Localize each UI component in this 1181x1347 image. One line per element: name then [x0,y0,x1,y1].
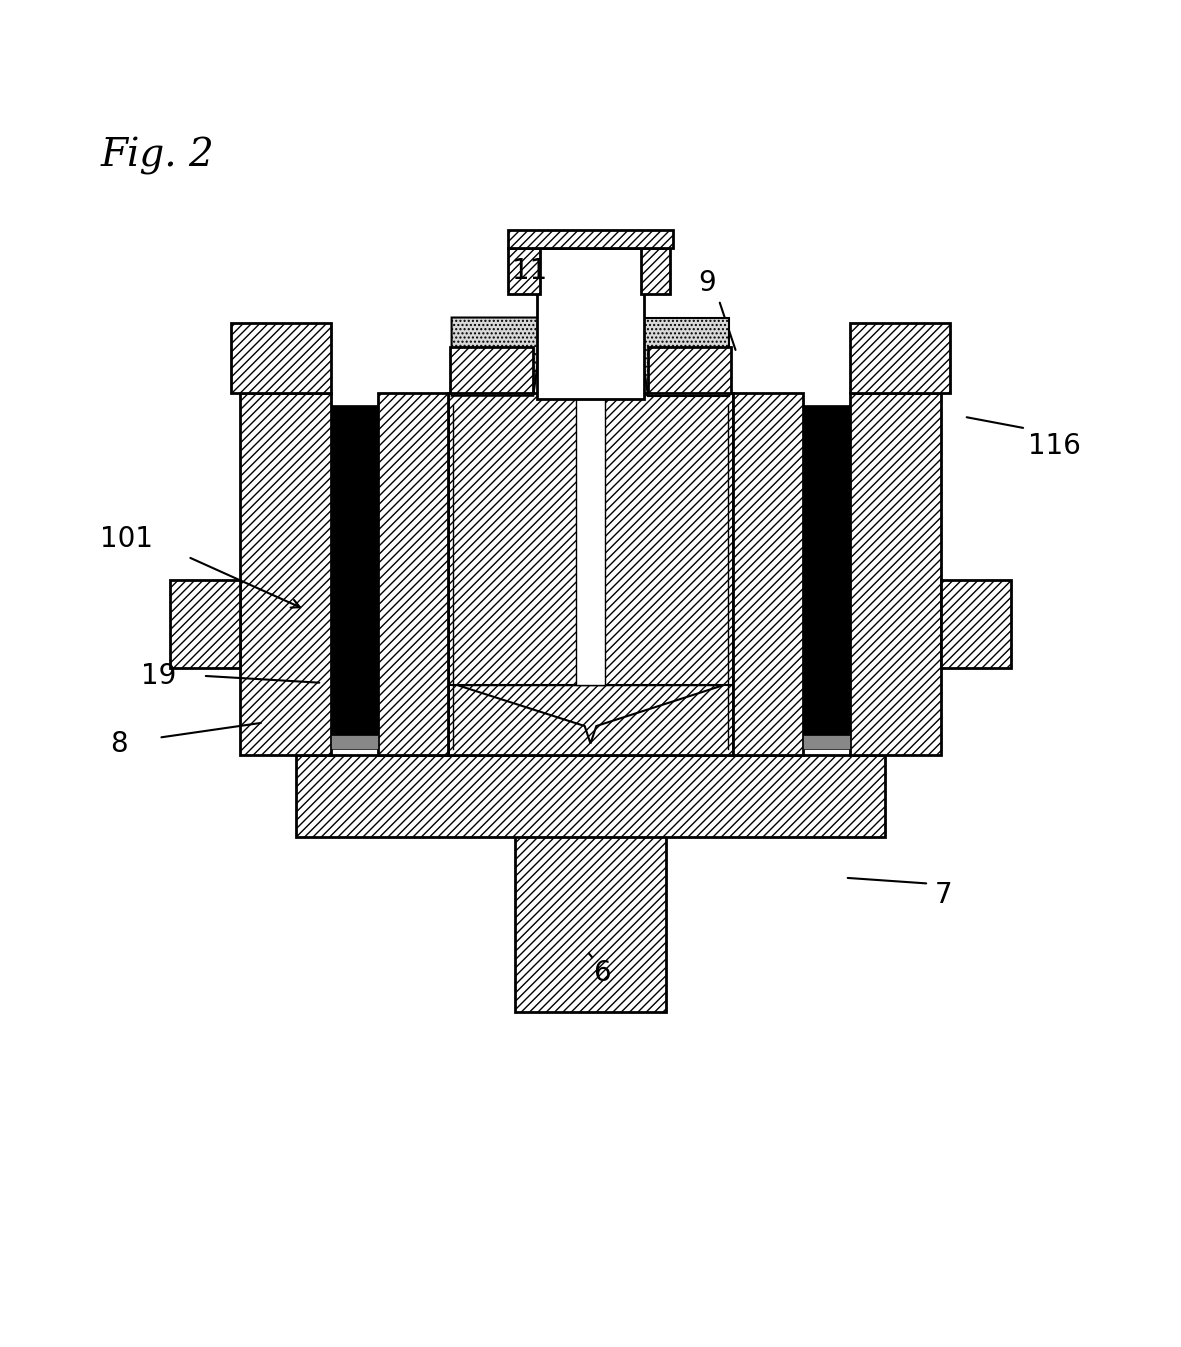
Bar [849,323,950,393]
Text: 6: 6 [593,959,611,987]
Polygon shape [451,318,543,396]
Bar [448,393,733,756]
Bar [450,346,534,393]
Bar [803,405,849,744]
Text: 7: 7 [935,881,952,909]
Bar [332,735,378,749]
Bar [296,756,885,836]
Bar [537,248,644,399]
Polygon shape [457,686,724,744]
Bar [803,735,849,749]
Bar [647,346,731,393]
Bar [515,831,666,1012]
Text: 19: 19 [142,661,176,690]
Text: Fig. 2: Fig. 2 [100,136,214,175]
Bar [508,230,673,248]
Bar [733,393,803,756]
Bar [241,393,332,756]
Text: 11: 11 [513,257,548,284]
Text: 101: 101 [100,525,154,554]
Bar [231,323,332,393]
Polygon shape [638,318,730,396]
Text: 9: 9 [698,268,716,296]
Text: 8: 8 [110,730,128,757]
Bar [940,581,1011,668]
Text: 116: 116 [1029,432,1081,459]
Bar [849,393,940,756]
Bar [508,248,541,294]
Bar [332,405,378,744]
Bar [170,581,241,668]
Bar [378,393,448,756]
Bar [576,399,605,686]
Bar [640,248,670,294]
